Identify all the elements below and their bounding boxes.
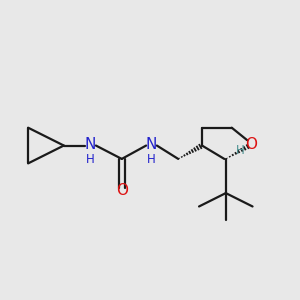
Text: N: N — [146, 137, 157, 152]
Text: H: H — [236, 144, 244, 157]
Text: O: O — [116, 183, 128, 198]
Text: O: O — [245, 137, 257, 152]
Text: N: N — [85, 137, 96, 152]
Text: H: H — [147, 153, 156, 166]
Text: H: H — [86, 153, 95, 166]
